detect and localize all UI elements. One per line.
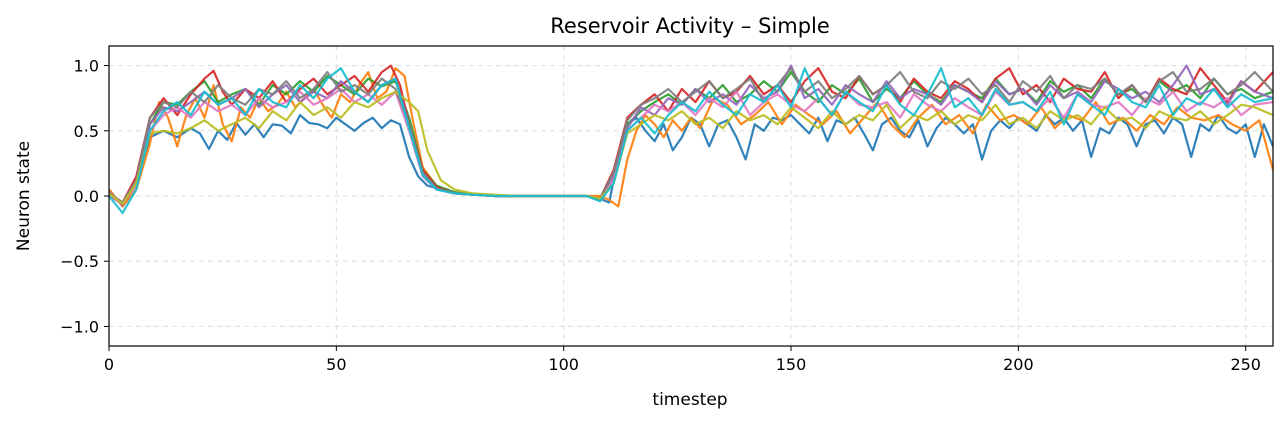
series-line-3	[109, 70, 1273, 205]
x-tick-label: 250	[1230, 355, 1261, 374]
series-line-2	[109, 67, 1273, 208]
x-tick-label: 200	[1003, 355, 1034, 374]
x-axis-label: timestep	[652, 390, 727, 410]
x-tick-label: 50	[326, 355, 346, 374]
y-tick-label: 0.0	[74, 187, 99, 206]
series-line-9	[109, 67, 1273, 215]
x-tick-label: 100	[548, 355, 579, 374]
y-tick-label: 1.0	[74, 57, 99, 76]
y-axis: −1.0 −0.5 0.0 0.5 1.0	[60, 57, 109, 336]
series-line-8	[109, 90, 1273, 205]
x-tick-label: 150	[776, 355, 807, 374]
y-axis-label: Neuron state	[14, 141, 34, 251]
series-line-1	[109, 113, 1273, 208]
y-tick-label: −0.5	[60, 252, 99, 271]
series-line-7	[109, 67, 1273, 204]
x-tick-label: 0	[104, 355, 114, 374]
series-line-4	[109, 64, 1273, 204]
series-layer	[109, 64, 1273, 215]
x-axis: 0 50 100 150 200 250	[104, 346, 1261, 374]
chart-title: Reservoir Activity – Simple	[550, 14, 830, 38]
y-tick-label: −1.0	[60, 317, 99, 336]
y-tick-label: 0.5	[74, 122, 99, 141]
